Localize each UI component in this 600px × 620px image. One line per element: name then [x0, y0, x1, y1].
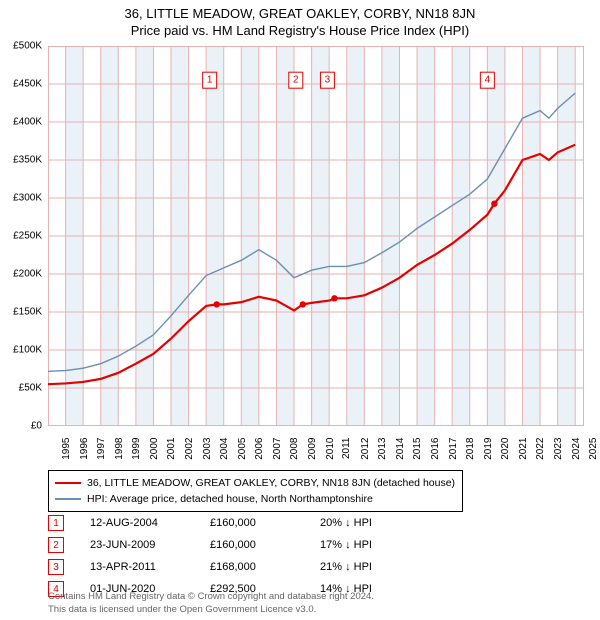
- y-axis-labels: £0£50K£100K£150K£200K£250K£300K£350K£400…: [0, 46, 44, 426]
- sale-date: 23-JUN-2009: [90, 539, 210, 551]
- x-tick-label: 2017: [447, 438, 458, 460]
- x-tick-label: 2005: [236, 438, 247, 460]
- y-tick-label: £400K: [13, 117, 42, 128]
- x-tick-label: 2002: [184, 438, 195, 460]
- y-tick-label: £500K: [13, 41, 42, 52]
- x-tick-label: 2006: [254, 438, 265, 460]
- legend-row: HPI: Average price, detached house, Nort…: [55, 491, 456, 507]
- x-tick-label: 2022: [535, 438, 546, 460]
- legend-swatch: [55, 498, 81, 499]
- sale-delta: 20% ↓ HPI: [320, 517, 430, 529]
- x-tick-label: 2009: [307, 438, 318, 460]
- chart-svg: 1 2 3 4: [48, 46, 584, 426]
- x-tick-label: 2025: [588, 438, 599, 460]
- sale-delta: 17% ↓ HPI: [320, 539, 430, 551]
- svg-text:2: 2: [293, 75, 299, 86]
- sale-marker: 3: [48, 559, 64, 575]
- x-tick-label: 2000: [149, 438, 160, 460]
- sale-marker: 1: [48, 515, 64, 531]
- x-tick-label: 2018: [465, 438, 476, 460]
- y-tick-label: £50K: [19, 383, 42, 394]
- y-tick-label: £0: [31, 421, 42, 432]
- sale-price: £168,000: [210, 561, 320, 573]
- sale-price: £160,000: [210, 539, 320, 551]
- footnote-line1: Contains HM Land Registry data © Crown c…: [48, 590, 374, 603]
- x-tick-label: 2003: [201, 438, 212, 460]
- x-tick-label: 2015: [412, 438, 423, 460]
- x-tick-label: 2012: [360, 438, 371, 460]
- svg-text:1: 1: [207, 75, 213, 86]
- y-tick-label: £100K: [13, 345, 42, 356]
- y-tick-label: £450K: [13, 79, 42, 90]
- x-tick-label: 2019: [483, 438, 494, 460]
- sale-delta: 21% ↓ HPI: [320, 561, 430, 573]
- x-tick-label: 2001: [166, 438, 177, 460]
- x-tick-label: 2008: [289, 438, 300, 460]
- y-tick-label: £350K: [13, 155, 42, 166]
- x-tick-label: 2020: [500, 438, 511, 460]
- y-tick-label: £150K: [13, 307, 42, 318]
- sales-table: 1 12-AUG-2004£160,00020% ↓ HPI 2 23-JUN-200…: [48, 512, 548, 600]
- chart-title-address: 36, LITTLE MEADOW, GREAT OAKLEY, CORBY, …: [0, 6, 600, 21]
- legend: 36, LITTLE MEADOW, GREAT OAKLEY, CORBY, …: [48, 470, 463, 512]
- sale-row: 1 12-AUG-2004£160,00020% ↓ HPI: [48, 512, 548, 534]
- x-axis-labels: 1995 1996 1997 1998 1999 2000 2001 2002 2003 2004…: [48, 430, 584, 464]
- legend-row: 36, LITTLE MEADOW, GREAT OAKLEY, CORBY, …: [55, 475, 456, 491]
- x-tick-label: 2024: [570, 438, 581, 460]
- x-tick-label: 2010: [324, 438, 335, 460]
- y-tick-label: £200K: [13, 269, 42, 280]
- sale-date: 13-APR-2011: [90, 561, 210, 573]
- sale-marker: 2: [48, 537, 64, 553]
- chart-title-subtitle: Price paid vs. HM Land Registry's House …: [0, 23, 600, 38]
- sale-row: 3 13-APR-2011£168,00021% ↓ HPI: [48, 556, 548, 578]
- x-tick-label: 1998: [113, 438, 124, 460]
- sale-row: 2 23-JUN-2009£160,00017% ↓ HPI: [48, 534, 548, 556]
- x-tick-label: 2013: [377, 438, 388, 460]
- svg-text:4: 4: [485, 75, 491, 86]
- x-tick-label: 2016: [430, 438, 441, 460]
- footnote-line2: This data is licensed under the Open Gov…: [48, 603, 374, 616]
- x-tick-label: 1999: [131, 438, 142, 460]
- legend-label: 36, LITTLE MEADOW, GREAT OAKLEY, CORBY, …: [87, 475, 455, 491]
- legend-label: HPI: Average price, detached house, Nort…: [87, 491, 373, 507]
- y-tick-label: £250K: [13, 231, 42, 242]
- x-tick-label: 2004: [219, 438, 230, 460]
- x-tick-label: 2007: [272, 438, 283, 460]
- sale-date: 12-AUG-2004: [90, 517, 210, 529]
- x-tick-label: 2014: [395, 438, 406, 460]
- x-tick-label: 2011: [341, 438, 352, 460]
- x-tick-label: 1996: [78, 438, 89, 460]
- svg-text:3: 3: [325, 75, 331, 86]
- footnote: Contains HM Land Registry data © Crown c…: [48, 590, 374, 616]
- x-tick-label: 2021: [518, 438, 529, 460]
- x-tick-label: 1997: [96, 438, 107, 460]
- sale-price: £160,000: [210, 517, 320, 529]
- x-tick-label: 2023: [553, 438, 564, 460]
- chart-plot-area: 1 2 3 4: [48, 46, 584, 426]
- y-tick-label: £300K: [13, 193, 42, 204]
- legend-swatch: [55, 482, 81, 484]
- x-tick-label: 1995: [61, 438, 72, 460]
